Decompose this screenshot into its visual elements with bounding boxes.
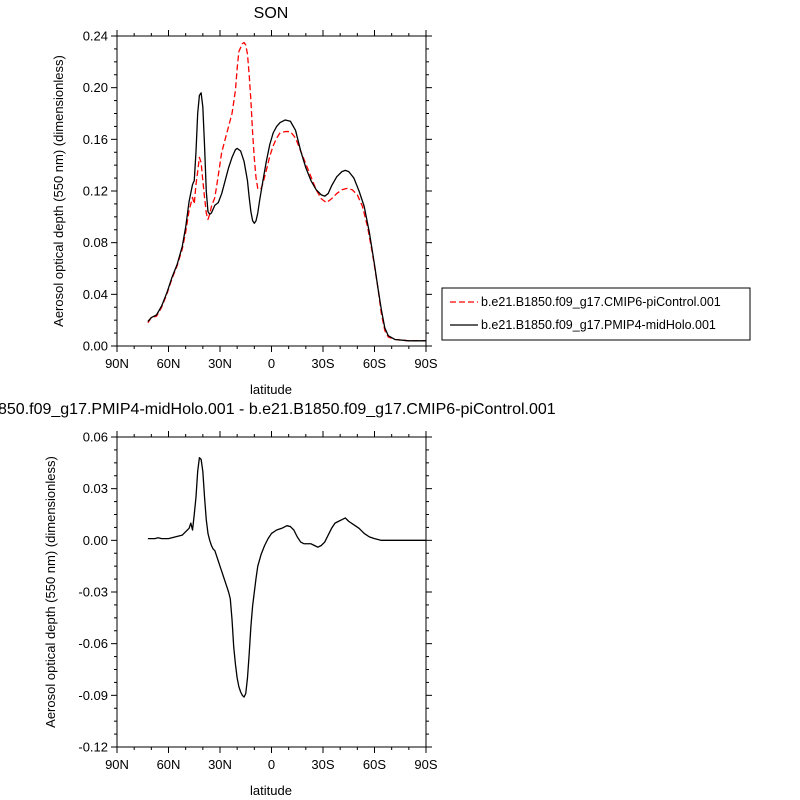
y-axis-label: Aerosol optical depth (550 nm) (dimensio… (43, 456, 58, 728)
x-tick-label: 60N (157, 757, 181, 772)
legend-label-midholo: b.e21.B1850.f09_g17.PMIP4-midHolo.001 (481, 318, 716, 332)
y-tick-label: 0.04 (83, 287, 108, 302)
legend-label-picontrol: b.e21.B1850.f09_g17.CMIP6-piControl.001 (481, 295, 721, 309)
x-axis-label: latitude (250, 783, 292, 798)
chart-title: SON (254, 5, 289, 22)
y-tick-label: 0.03 (83, 481, 108, 496)
y-tick-label: 0.12 (83, 184, 108, 199)
x-tick-label: 60N (157, 356, 181, 371)
chart-son: SON Aerosol optical depth (550 nm) (dime… (51, 5, 751, 397)
plot-frame (116, 35, 427, 347)
series-line-1 (147, 457, 426, 698)
y-tick-label: 0.00 (83, 339, 108, 354)
series-line-1 (147, 41, 426, 342)
y-tick-label: 0.00 (83, 533, 108, 548)
x-tick-label: 30N (208, 757, 232, 772)
x-tick-label: 0 (268, 757, 275, 772)
x-tick-label: 90S (414, 356, 437, 371)
x-tick-label: 30S (311, 356, 334, 371)
x-tick-label: 30S (311, 757, 334, 772)
chart-title: 850.f09_g17.PMIP4-midHolo.001 - b.e21.B1… (0, 401, 556, 418)
y-tick-label: 0.06 (83, 430, 108, 445)
series-group (147, 41, 426, 342)
tick-labels: 90N 60N 30N 0 30S 60S 90S 0.06 0.03 0.00 -0.03 -0.0… (78, 430, 438, 773)
y-tick-label: 0.08 (83, 235, 108, 250)
y-tick-label: -0.12 (78, 740, 108, 755)
tick-marks (111, 30, 432, 352)
y-axis-label: Aerosol optical depth (550 nm) (dimensio… (51, 55, 66, 327)
x-tick-label: 0 (268, 356, 275, 371)
tick-marks (111, 431, 432, 753)
tick-labels: 90N 60N 30N 0 30S 60S 90S 0.00 0.04 0.08 0.12 0.16 0… (83, 29, 438, 372)
legend: b.e21.B1850.f09_g17.CMIP6-piControl.001 … (441, 287, 751, 341)
x-tick-label: 30N (208, 356, 232, 371)
y-tick-label: -0.06 (78, 636, 108, 651)
y-tick-label: 0.16 (83, 132, 108, 147)
x-tick-label: 90N (105, 757, 129, 772)
x-tick-label: 90S (414, 757, 437, 772)
y-tick-label: 0.20 (83, 80, 108, 95)
y-tick-label: -0.03 (78, 585, 108, 600)
x-tick-label: 90N (105, 356, 129, 371)
chart-difference: 850.f09_g17.PMIP4-midHolo.001 - b.e21.B1… (0, 401, 556, 798)
x-tick-label: 60S (363, 757, 386, 772)
plot-frame (116, 436, 427, 748)
series-line-2 (147, 92, 426, 342)
y-tick-label: -0.09 (78, 688, 108, 703)
x-axis-label: latitude (250, 382, 292, 397)
x-tick-label: 60S (363, 356, 386, 371)
legend-box (441, 287, 751, 341)
series-group (147, 457, 426, 698)
y-tick-label: 0.24 (83, 29, 108, 44)
